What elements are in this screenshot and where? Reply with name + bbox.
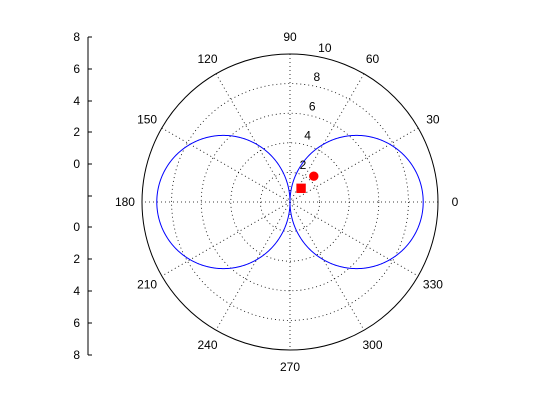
angle-tick-label: 60: [366, 52, 380, 66]
left-axis-tick-label: 2: [73, 125, 80, 139]
radial-ring-6: [200, 112, 380, 292]
left-axis-tick-label: 8: [73, 348, 80, 362]
angle-tick-label: 270: [280, 360, 300, 374]
left-axis-tick-label: 6: [73, 316, 80, 330]
left-axis-tick-label: 4: [73, 284, 80, 298]
polar-data: [156, 134, 424, 270]
marker-square: [296, 183, 306, 194]
radial-tick-label: 4: [304, 129, 311, 143]
angle-tick-label: 180: [115, 195, 135, 209]
angle-tick-label: 90: [283, 30, 297, 44]
radial-tick-label: 6: [309, 99, 316, 113]
polar-labels: 2 4 6 8 10 0 30 60 90 120 150 180 210 240 270 300 330: [115, 30, 459, 374]
radial-tick-label: 10: [318, 41, 332, 55]
radial-tick-label: 8: [314, 70, 321, 84]
left-axis-tick-label: 8: [73, 30, 80, 44]
left-axis-tick-label: 0: [73, 220, 80, 234]
left-axis-tick-label: 4: [73, 94, 80, 108]
angle-tick-label: 120: [197, 52, 217, 66]
left-axis: 8 6 4 2 0 0 2 4 6 8: [73, 30, 92, 362]
outer-circle: [141, 53, 439, 351]
angle-tick-label: 210: [137, 278, 157, 292]
angle-tick-label: 330: [423, 278, 443, 292]
angle-tick-label: 240: [197, 338, 217, 352]
angle-tick-label: 0: [452, 195, 459, 209]
left-axis-tick-label: 6: [73, 62, 80, 76]
angle-tick-label: 30: [426, 112, 440, 126]
angle-tick-label: 300: [362, 338, 382, 352]
left-axis-tick-label: 0: [73, 157, 80, 171]
angle-tick-label: 150: [137, 112, 157, 126]
left-axis-tick-label: 2: [73, 252, 80, 266]
marker-circle: [309, 171, 319, 181]
radial-tick-label: 2: [300, 158, 307, 172]
curve-line: [156, 134, 424, 270]
radial-ring-2: [259, 171, 320, 232]
